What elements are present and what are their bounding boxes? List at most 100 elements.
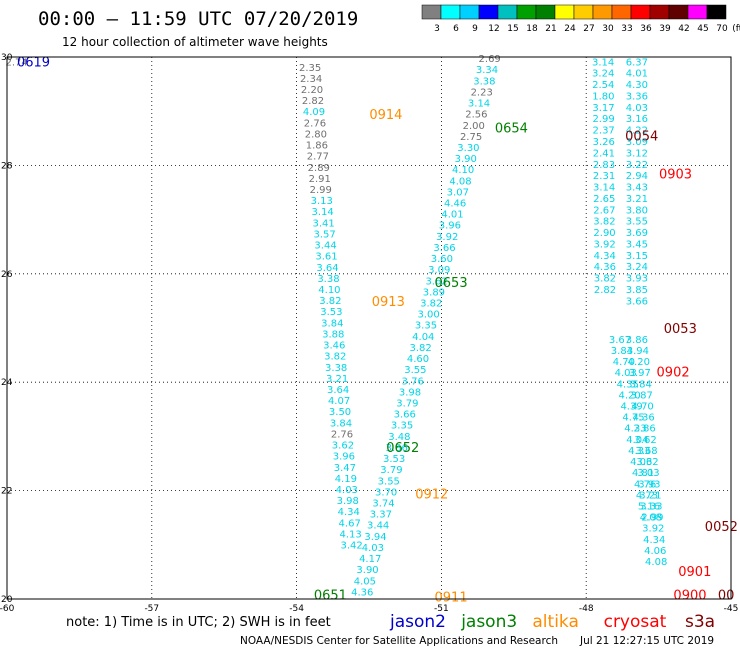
swh-value: 3.62	[634, 435, 656, 446]
track-time-label: 0914	[369, 108, 402, 123]
swh-value: 3.90	[455, 154, 477, 165]
swh-value: 3.17	[592, 103, 614, 114]
legend-swatch	[611, 4, 632, 20]
swh-value: 3.44	[314, 241, 336, 252]
swh-value: 6.37	[626, 57, 648, 68]
x-tick-label: -45	[724, 604, 739, 614]
plot-frame	[6, 56, 732, 600]
swh-value: 4.10	[452, 165, 474, 176]
swh-value: 2.20	[301, 85, 323, 96]
satellite-name: cryosat	[604, 612, 667, 632]
swh-value: 2.82	[594, 285, 616, 296]
swh-value: 3.50	[329, 407, 351, 418]
swh-value: 2.31	[593, 171, 615, 182]
swh-value: 3.14	[592, 57, 614, 68]
swh-value: 3.94	[627, 346, 649, 357]
legend-swatch	[573, 4, 594, 20]
swh-value: 3.86	[386, 443, 408, 454]
swh-value: 3.24	[592, 69, 614, 80]
swh-value: 3.36	[626, 91, 648, 102]
swh-value: 2.75	[460, 132, 482, 143]
swh-value: 4.03	[362, 543, 384, 554]
x-tick-label: -60	[0, 604, 15, 614]
footer-credit: NOAA/NESDIS Center for Satellite Applica…	[240, 635, 558, 647]
swh-value: 3.21	[639, 490, 661, 501]
swh-value: 3.82	[410, 343, 432, 354]
swh-value: 3.14	[593, 183, 615, 194]
swh-value: 3.14	[468, 99, 490, 110]
legend-label: 33	[621, 24, 632, 34]
swh-value: 2.23	[471, 87, 493, 98]
swh-value: 3.79	[396, 399, 418, 410]
swh-value: 3.62	[636, 457, 658, 468]
swh-value: 2.76	[304, 118, 326, 129]
swh-value: 4.81	[632, 468, 654, 479]
swh-value: 2.67	[593, 205, 615, 216]
swh-value: 3.44	[367, 521, 389, 532]
swh-value: 3.21	[326, 374, 348, 385]
swh-value: 4.60	[407, 354, 429, 365]
swh-value: 3.84	[611, 346, 633, 357]
swh-value: 3.24	[626, 262, 648, 273]
swh-value: 3.87	[631, 390, 653, 401]
swh-value: 3.16	[626, 114, 648, 125]
swh-value: 3.55	[626, 217, 648, 228]
swh-value: 2.83	[593, 160, 615, 171]
track-time-label: 0054	[625, 130, 658, 145]
legend-label: 24	[564, 24, 576, 34]
track-time-label: 0912	[415, 487, 448, 502]
swh-value: 2.90	[593, 228, 615, 239]
swh-value: 3.68	[635, 446, 657, 457]
legend-swatch	[478, 4, 499, 20]
swh-value: 3.13	[311, 196, 333, 207]
legend-swatch	[440, 4, 461, 20]
swh-value: 4.73	[636, 490, 658, 501]
x-tick-label: -54	[289, 604, 304, 614]
swh-value: 3.42	[340, 541, 362, 552]
swh-value: 2.56	[465, 110, 487, 121]
swh-value: 3.66	[394, 410, 416, 421]
swh-value: 4.19	[335, 474, 357, 485]
swh-value: 3.80	[626, 205, 648, 216]
swh-value: 3.94	[364, 532, 386, 543]
swh-value: 3.33	[640, 502, 662, 513]
swh-value: 4.33	[624, 424, 646, 435]
swh-value: 4.01	[441, 210, 463, 221]
swh-value: 4.34	[594, 251, 616, 262]
chart-subtitle: 12 hour collection of altimeter wave hei…	[62, 35, 328, 49]
x-tick-label: -51	[434, 604, 449, 614]
legend-swatch	[459, 4, 480, 20]
legend-label: 27	[583, 24, 594, 34]
swh-value: 3.79	[380, 465, 402, 476]
swh-value: 3.84	[321, 318, 343, 329]
swh-value: 2.00	[463, 121, 485, 132]
swh-value: 2.91	[309, 174, 331, 185]
swh-value: 3.09	[428, 265, 450, 276]
legend-swatch	[649, 4, 670, 20]
swh-value: 2.35	[299, 63, 321, 74]
footer-note: note: 1) Time is in UTC; 2) SWH is in fe…	[66, 615, 331, 630]
swh-value: 4.06	[644, 546, 666, 557]
swh-value: 3.98	[399, 387, 421, 398]
chart-title: 00:00 — 11:59 UTC 07/20/2019	[38, 8, 358, 30]
legend-swatch	[516, 4, 537, 20]
swh-value: 3.15	[626, 251, 648, 262]
swh-value: 3.43	[626, 183, 648, 194]
legend-unit: (ft)	[732, 24, 740, 34]
swh-value: 4.03	[630, 457, 652, 468]
swh-value: 4.36	[594, 262, 616, 273]
swh-value: 3.48	[388, 432, 410, 443]
swh-value: 3.46	[323, 341, 345, 352]
legend-label: 15	[507, 24, 518, 34]
swh-value: 3.82	[324, 352, 346, 363]
swh-value: 3.96	[439, 221, 461, 232]
track-time-label: 0651	[314, 589, 347, 604]
swh-value: 4.04	[412, 332, 434, 343]
swh-value: 4.13	[340, 529, 362, 540]
swh-value: 3.84	[330, 418, 352, 429]
satellite-name: s3a	[685, 612, 715, 632]
satellite-name: jason3	[460, 612, 517, 632]
swh-value: 3.12	[626, 148, 648, 159]
swh-value: 3.96	[333, 452, 355, 463]
swh-value: 3.88	[322, 329, 344, 340]
